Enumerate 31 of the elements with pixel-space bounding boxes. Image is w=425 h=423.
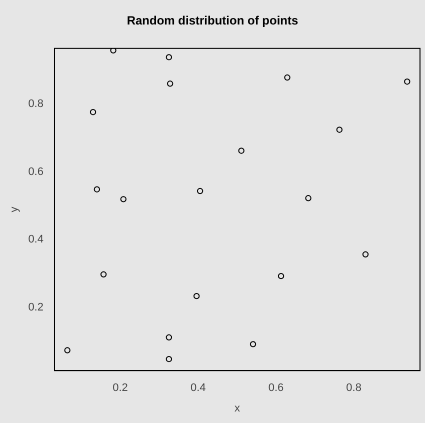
point — [362, 251, 369, 258]
point — [166, 334, 172, 340]
point — [284, 74, 290, 81]
x-tick-label: 0.6 — [268, 382, 284, 394]
x-axis-title: x — [234, 402, 240, 414]
point — [238, 148, 244, 154]
point — [166, 356, 172, 362]
point — [94, 186, 100, 192]
chart-title: Random distribution of points — [126, 14, 298, 28]
point — [278, 272, 284, 280]
point — [193, 292, 200, 300]
point — [110, 48, 116, 54]
point — [166, 54, 172, 60]
x-tick-label: 0.4 — [190, 382, 206, 394]
x-tick-label: 0.2 — [112, 382, 128, 394]
y-tick-label: 0.6 — [28, 166, 44, 178]
y-tick-label: 0.4 — [28, 234, 44, 246]
point — [90, 108, 96, 116]
point — [120, 196, 126, 202]
point — [64, 347, 70, 354]
point — [250, 341, 256, 348]
y-tick-label: 0.2 — [28, 301, 44, 314]
point — [100, 271, 107, 278]
point — [167, 80, 174, 87]
point — [305, 195, 312, 202]
point — [196, 188, 204, 194]
point — [336, 126, 343, 133]
x-tick-label: 0.8 — [346, 382, 362, 394]
y-tick-label: 0.8 — [28, 98, 44, 110]
y-axis-title: y — [8, 206, 21, 212]
point — [404, 78, 410, 85]
